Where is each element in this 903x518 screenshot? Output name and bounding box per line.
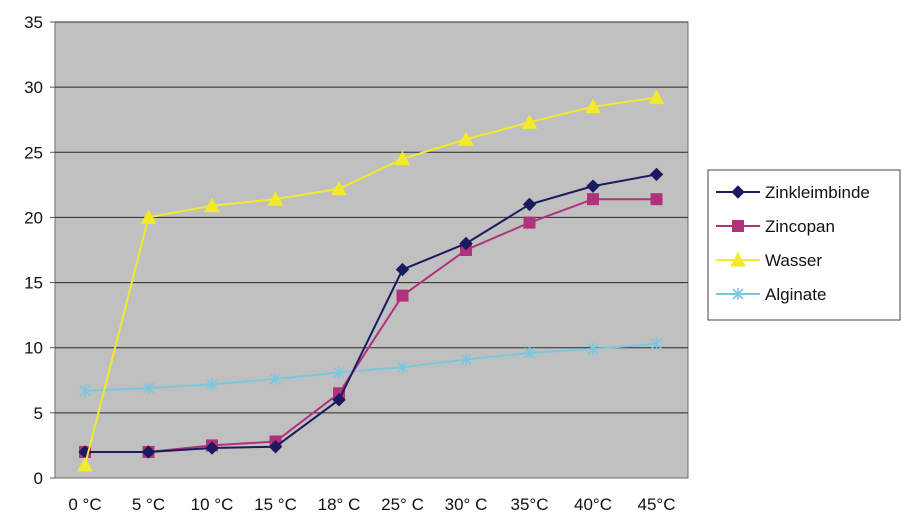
- y-tick-label: 20: [24, 208, 43, 227]
- series-wasser: [77, 89, 665, 472]
- legend-label: Wasser: [765, 251, 822, 270]
- data-point-wasser: [267, 191, 284, 206]
- data-point-alginate: [79, 384, 91, 397]
- data-point-zincopan: [587, 193, 599, 206]
- data-point-wasser: [331, 180, 347, 196]
- data-point-wasser: [204, 197, 220, 213]
- series-line-zinkleimbinde: [85, 173, 657, 453]
- data-point-zinkleimbinde: [586, 179, 600, 193]
- legend-swatch-marker: [732, 288, 744, 300]
- data-point-zinkleimbinde: [522, 197, 537, 212]
- series-alginate: [79, 337, 663, 397]
- data-point-zincopan: [396, 289, 409, 302]
- data-point-zinkleimbinde: [459, 236, 473, 251]
- data-point-alginate: [333, 366, 345, 379]
- legend-label: Zincopan: [765, 217, 835, 236]
- x-tick-label: 25° C: [381, 495, 424, 514]
- y-tick-label: 25: [24, 143, 43, 162]
- data-point-alginate: [523, 346, 536, 359]
- data-point-zinkleimbinde: [268, 440, 283, 454]
- y-tick-label: 35: [24, 13, 43, 32]
- data-point-alginate: [142, 382, 155, 395]
- data-point-alginate: [269, 372, 282, 385]
- data-point-alginate: [396, 361, 409, 374]
- legend-label: Alginate: [765, 285, 826, 304]
- data-point-wasser: [585, 98, 601, 114]
- data-point-zinkleimbinde: [649, 167, 664, 182]
- data-point-zincopan: [523, 216, 536, 229]
- legend-item-zinkleimbinde: Zinkleimbinde: [716, 183, 870, 202]
- data-point-wasser: [521, 114, 538, 129]
- data-point-zinkleimbinde: [332, 393, 346, 407]
- data-point-wasser: [394, 150, 411, 166]
- x-tick-label: 10 °C: [191, 495, 234, 514]
- x-tick-label: 5 °C: [132, 495, 165, 514]
- data-point-wasser: [140, 209, 157, 224]
- data-point-zinkleimbinde: [141, 445, 156, 459]
- y-tick-label: 30: [24, 78, 43, 97]
- legend-swatch-marker: [731, 185, 745, 199]
- x-tick-label: 40°C: [574, 495, 612, 514]
- y-tick-label: 0: [34, 469, 43, 488]
- legend-swatch-marker: [732, 220, 744, 232]
- y-tick-label: 10: [24, 339, 43, 358]
- x-tick-label: 35°C: [511, 495, 549, 514]
- data-point-alginate: [650, 337, 663, 350]
- plot-area: [54, 21, 689, 479]
- series-zinkleimbinde: [78, 167, 664, 459]
- data-point-zincopan: [650, 193, 663, 206]
- x-tick-label: 0 °C: [68, 495, 101, 514]
- legend-swatch-marker: [730, 251, 746, 267]
- data-point-wasser: [77, 456, 93, 472]
- data-point-alginate: [206, 378, 218, 391]
- data-point-zinkleimbinde: [205, 441, 219, 455]
- x-tick-label: 30° C: [445, 495, 488, 514]
- data-point-zinkleimbinde: [395, 262, 410, 277]
- legend-item-alginate: Alginate: [716, 285, 826, 304]
- x-tick-label: 15 °C: [254, 495, 297, 514]
- legend-item-zincopan: Zincopan: [716, 217, 835, 236]
- series-line-alginate: [84, 342, 657, 392]
- legend-item-wasser: Wasser: [716, 251, 822, 270]
- y-tick-label: 5: [34, 404, 43, 423]
- data-point-alginate: [460, 353, 472, 366]
- data-point-alginate: [587, 343, 599, 356]
- data-point-wasser: [648, 89, 665, 105]
- y-tick-label: 15: [24, 274, 43, 293]
- legend-label: Zinkleimbinde: [765, 183, 870, 202]
- x-tick-label: 45°C: [638, 495, 676, 514]
- series-line-zincopan: [85, 198, 657, 453]
- series-line-wasser: [84, 96, 657, 466]
- x-tick-label: 18° C: [318, 495, 361, 514]
- data-point-wasser: [458, 131, 474, 146]
